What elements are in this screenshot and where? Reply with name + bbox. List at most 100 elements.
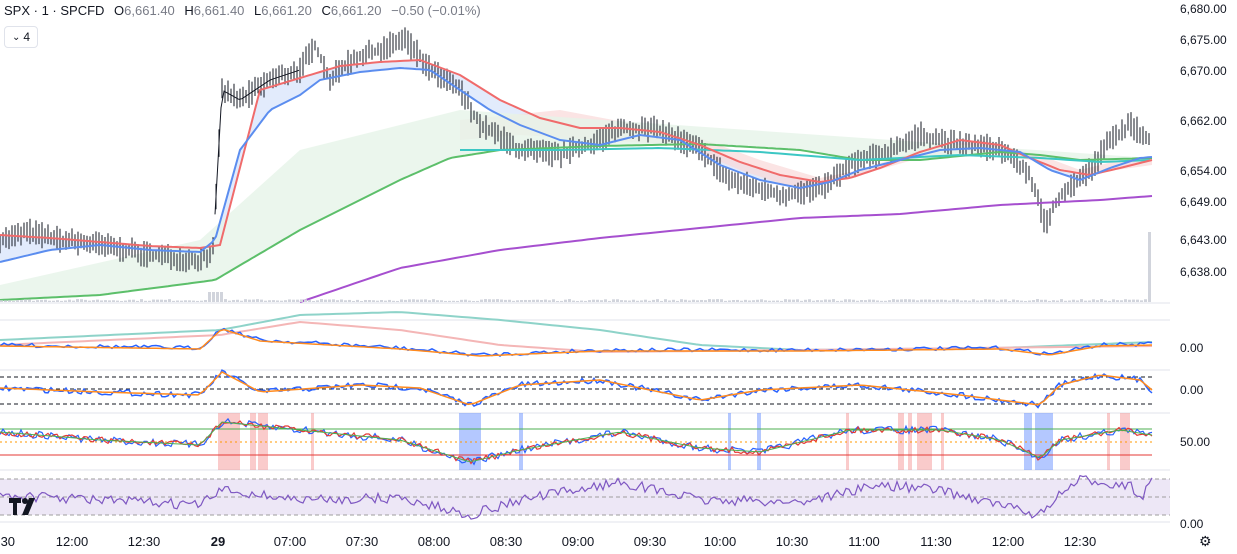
volume-bar [360,300,363,302]
volume-bar [336,300,339,302]
signal-highlight [846,413,849,470]
volume-bar [236,299,239,302]
volume-bar [28,299,31,302]
volume-bar [456,300,459,302]
volume-bar [36,300,39,302]
price-axis-label: 6,670.00 [1180,64,1227,78]
volume-bar [544,299,547,302]
volume-bar [644,299,647,302]
volume-bar [576,300,579,302]
volume-bar [356,299,359,302]
volume-bar [820,300,823,302]
volume-bar [828,299,831,302]
time-axis-label: 08:00 [417,534,451,549]
volume-bar [952,299,955,302]
signal-highlight [917,413,932,470]
time-axis-label: 09:30 [633,534,667,549]
volume-bar [580,300,583,302]
volume-bar [940,299,943,302]
volume-bar [252,299,255,302]
volume-bar [1104,300,1107,302]
volume-bar [140,299,143,302]
volume-bar [976,300,979,302]
volume-bar [608,300,611,302]
volume-bar [1100,299,1103,302]
volume-bar [888,300,891,302]
volume-bar [468,300,471,302]
volume-bar [132,299,135,302]
volume-bar [896,299,899,302]
volume-bar [156,299,159,302]
pane1-orange-line [0,328,1153,357]
volume-bar [296,299,299,302]
rsi-line [0,474,1153,520]
volume-bar [1116,300,1119,302]
low-value: 6,661.20 [261,3,312,18]
volume-bar [112,300,115,302]
volume-bar [852,299,855,302]
volume-bar [1052,300,1055,302]
ema-slow-line [0,58,1153,250]
volume-bar [1008,300,1011,302]
volume-bar [572,300,575,302]
price-axis-label: 6,654.00 [1180,164,1227,178]
volume-bar [744,299,747,302]
time-axis-label: 07:30 [345,534,379,549]
tradingview-logo[interactable] [8,496,40,516]
signal-highlight [218,413,240,470]
indicators-collapse-button[interactable]: ⌄ 4 [4,26,38,48]
gear-icon[interactable]: ⚙ [1199,533,1212,549]
volume-bar [32,300,35,302]
volume-bar [776,300,779,302]
volume-bar [792,299,795,302]
volume-bar [1080,299,1083,302]
volume-bar [428,300,431,302]
volume-bar [540,299,543,302]
volume-bar [1112,299,1115,302]
pane2-blue-line [0,369,1153,409]
volume-bar [568,299,571,302]
volume-bar [56,300,59,302]
volume-bar [172,300,175,302]
volume-bar [760,299,763,302]
close-value: 6,661.20 [330,3,382,18]
volume-bar [520,300,523,302]
volume-bar [432,299,435,302]
volume-bar [876,300,879,302]
volume-bar [1140,300,1143,302]
volume-bar [260,299,263,302]
volume-bar [436,300,439,302]
volume-bar [92,300,95,302]
volume-bar [696,300,699,302]
time-axis-label: 29 [210,534,226,549]
volume-bar [704,300,707,302]
volume-bar [780,300,783,302]
volume-bar [88,300,91,302]
volume-bar [972,299,975,302]
volume-bar [152,299,155,302]
volume-bar [496,299,499,302]
volume-bar [12,300,15,302]
volume-bar [248,299,251,302]
volume-bar [1072,299,1075,302]
volume-bar [472,300,475,302]
volume-bar [180,300,183,302]
symbol-title[interactable]: SPX · 1 · SPCFD [4,3,105,18]
price-axis-label: 6,649.00 [1180,195,1227,209]
chevron-down-icon: ⌄ [11,31,21,43]
volume-bar [120,300,123,302]
volume-bar [316,300,319,302]
volume-bar [60,300,63,302]
volume-bar [840,300,843,302]
volume-bar [20,300,23,302]
volume-bar [804,299,807,302]
volume-bar [136,300,139,302]
volume-bar [200,300,203,302]
volume-bar [996,300,999,302]
volume-bar [124,300,127,302]
volume-bar [144,300,147,302]
signal-highlight [250,413,256,470]
volume-bar [420,299,423,302]
volume-bar [816,300,819,302]
